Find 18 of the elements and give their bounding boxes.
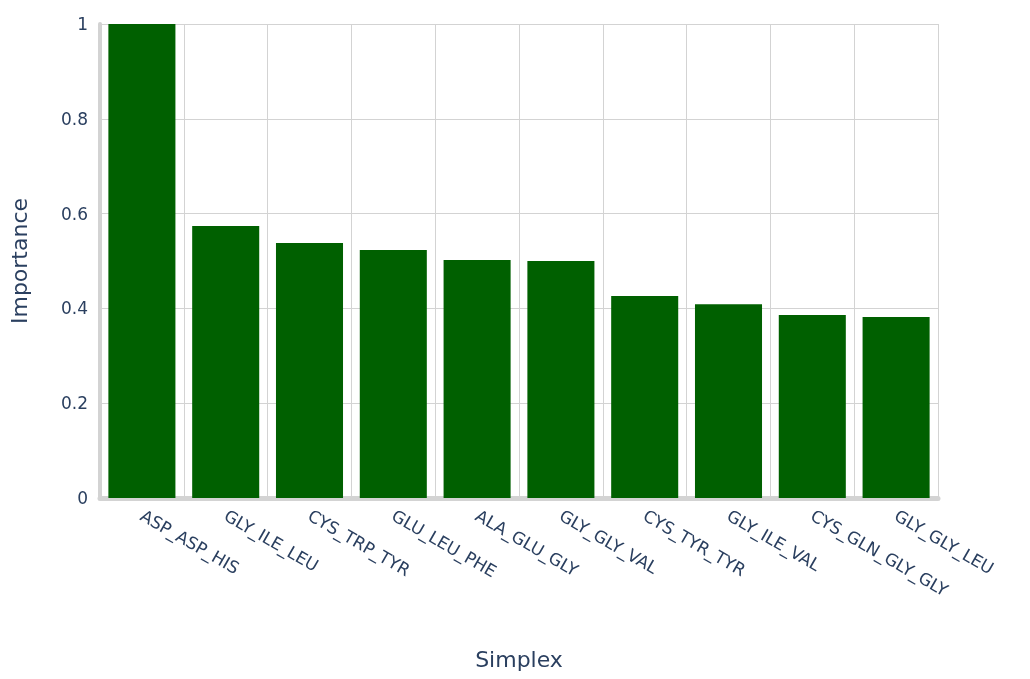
y-tick-label: 0.4	[60, 298, 88, 319]
y-axis-title: Importance	[6, 197, 32, 325]
bar	[694, 304, 763, 498]
bar	[108, 24, 176, 498]
bar	[192, 225, 260, 498]
y-tick-label: 1	[77, 14, 88, 34]
x-axis-title: Simplex	[475, 646, 563, 672]
bar	[862, 316, 930, 498]
bar	[778, 315, 846, 498]
bar	[275, 242, 344, 498]
bar	[359, 250, 427, 498]
y-tick-label: 0.8	[60, 108, 88, 129]
bar	[527, 261, 595, 498]
bar	[611, 296, 679, 498]
bar	[443, 260, 511, 498]
y-tick-label: 0.6	[60, 203, 88, 224]
y-tick-label: 0.2	[60, 393, 88, 414]
y-tick-label: 0	[77, 488, 88, 508]
